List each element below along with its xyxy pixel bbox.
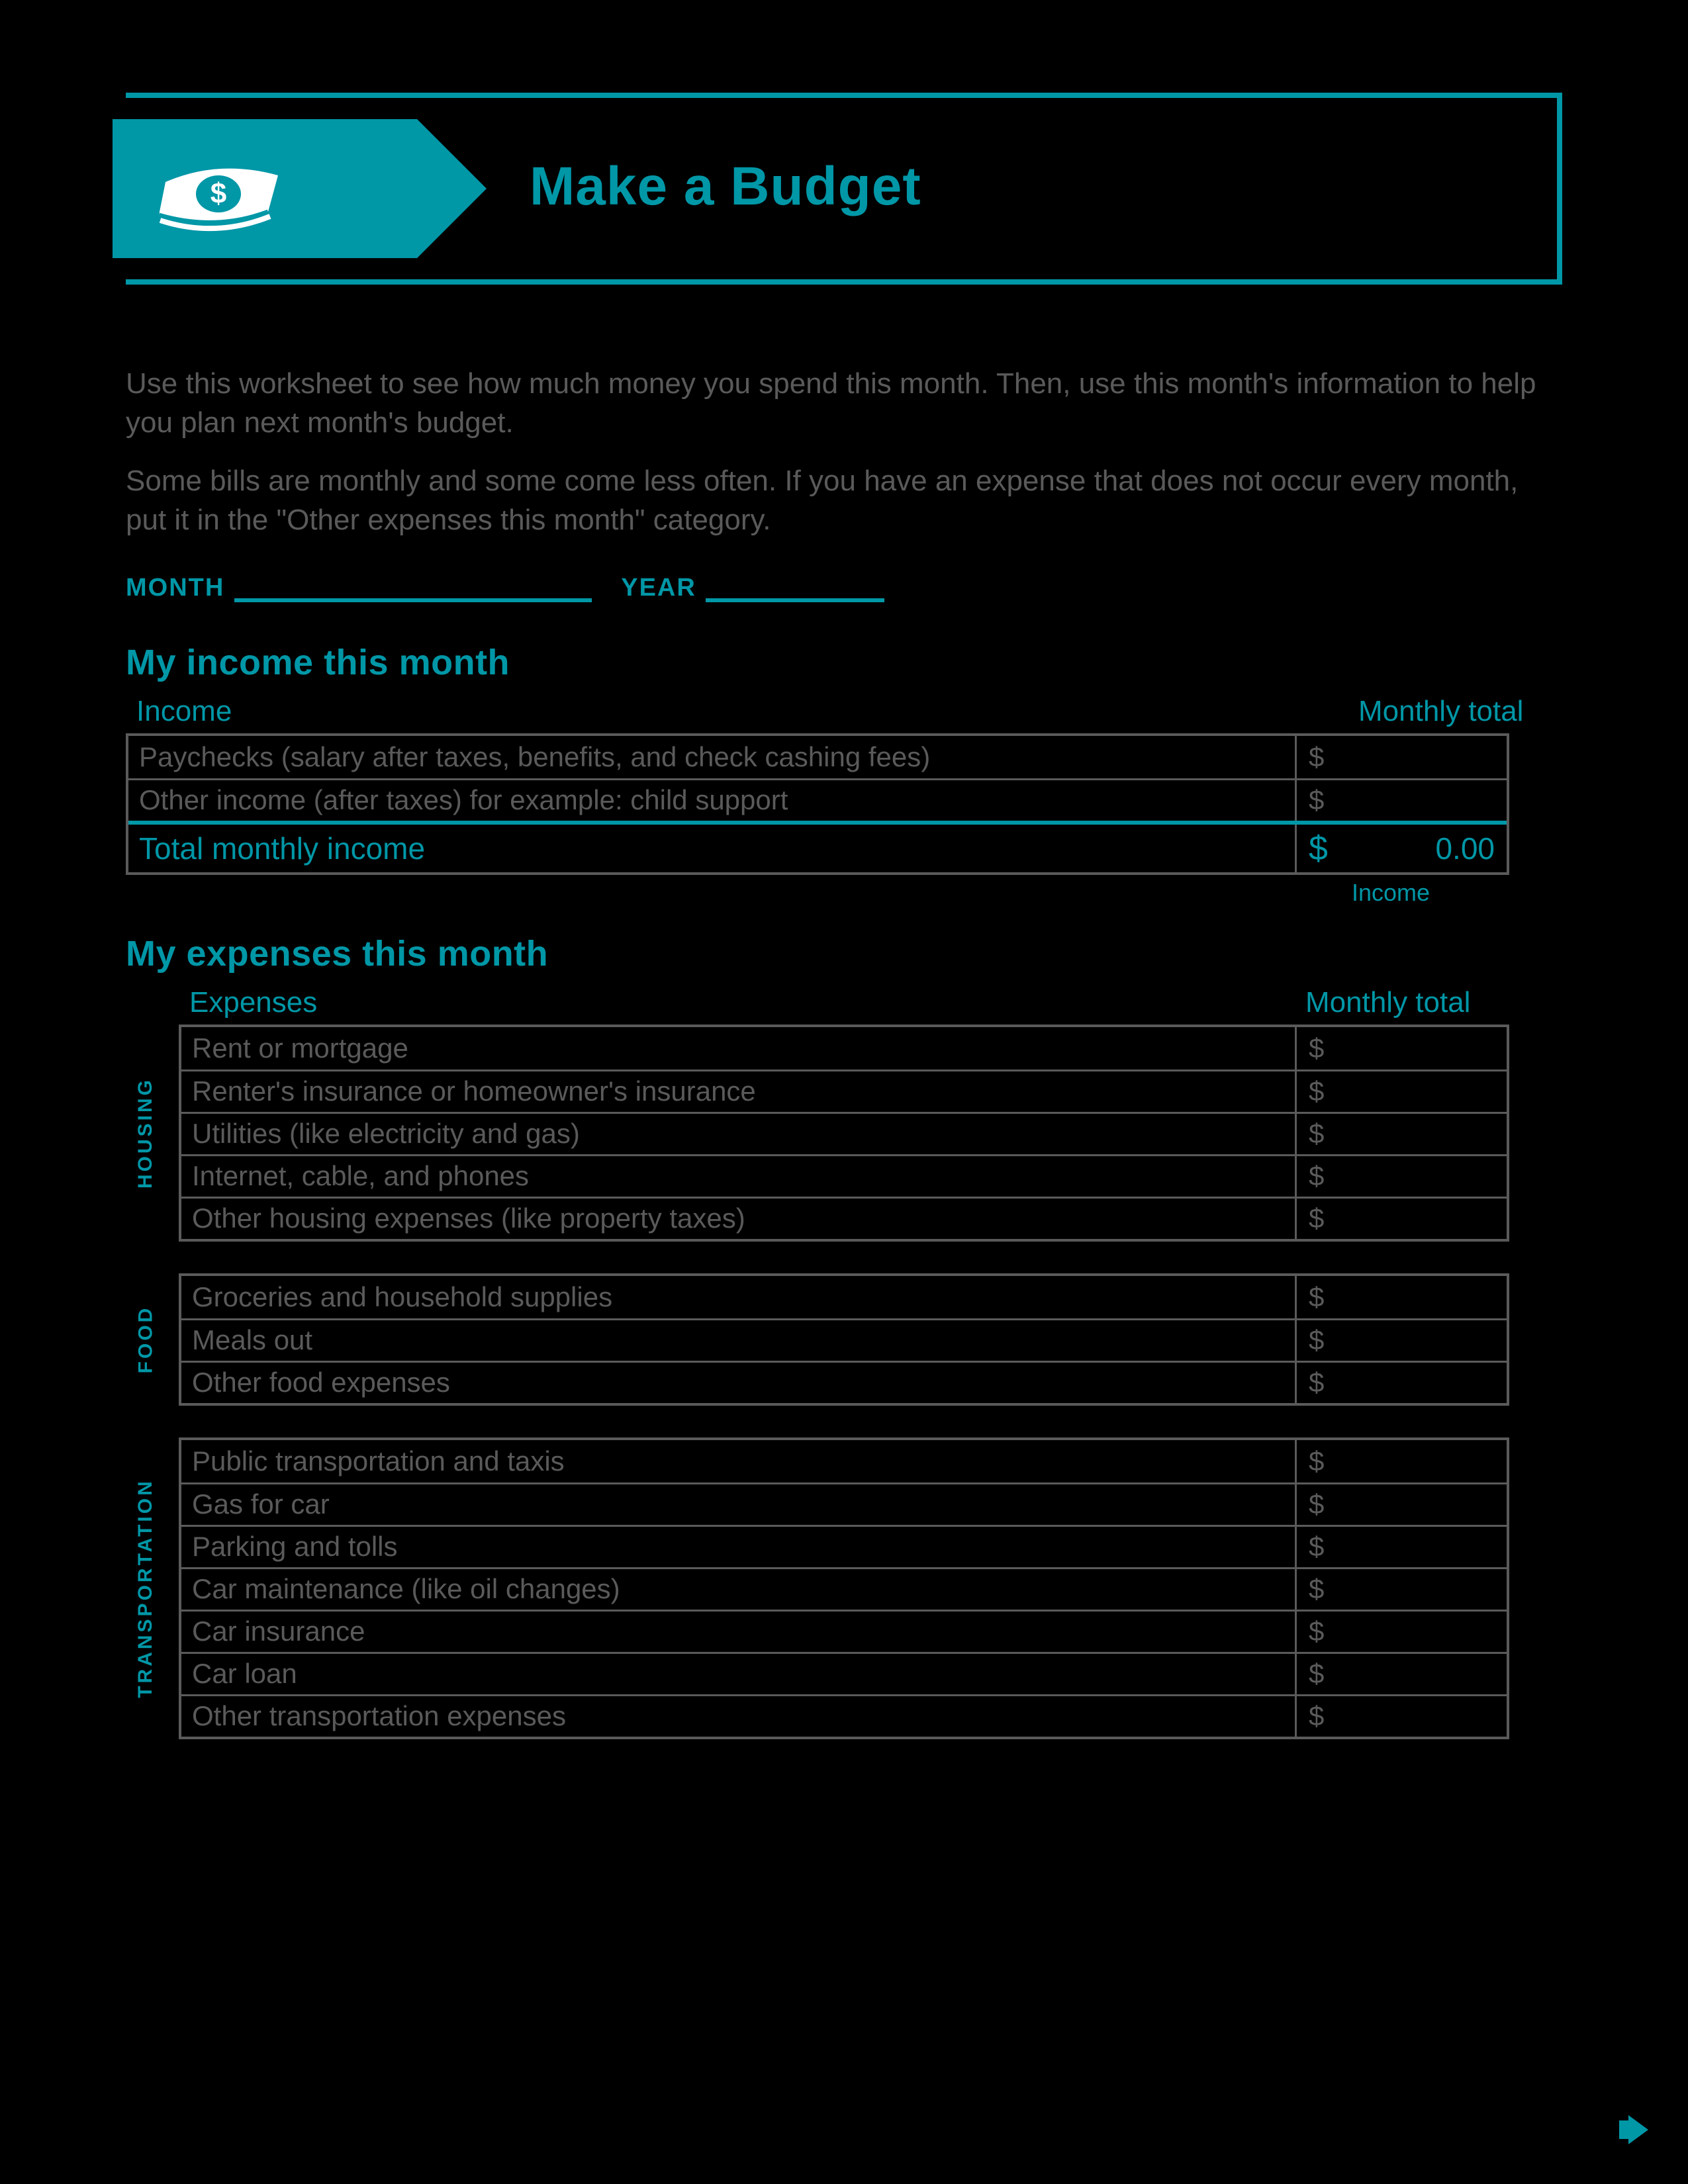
expense-table: Groceries and household supplies$Meals o… [179,1273,1509,1406]
table-row: Other housing expenses (like property ta… [181,1197,1507,1239]
row-amount[interactable]: $ [1295,1363,1507,1403]
expenses-col-right: Monthly total [1297,986,1509,1019]
month-label: MONTH [126,574,224,602]
expenses-col-left: Expenses [179,986,1297,1019]
expenses-column-headers: Expenses Monthly total [179,986,1509,1019]
table-row: Other transportation expenses$ [181,1694,1507,1737]
table-row: Car insurance$ [181,1610,1507,1652]
row-description: Other food expenses [181,1367,1295,1398]
table-row: Utilities (like electricity and gas)$ [181,1112,1507,1154]
expense-group-transportation: TRANSPORTATIONPublic transportation and … [179,1437,1509,1739]
row-amount[interactable]: $ [1295,1027,1507,1069]
row-description: Car insurance [181,1615,1295,1647]
category-label: FOOD [126,1273,165,1406]
page-title: Make a Budget [530,156,921,218]
table-row: Other food expenses$ [181,1361,1507,1403]
date-row: MONTH YEAR [126,573,1562,602]
row-amount[interactable]: $ [1295,1484,1507,1525]
expenses-heading: My expenses this month [126,933,1562,974]
next-page-arrow-icon [1628,2115,1648,2144]
row-amount[interactable]: $ [1295,1276,1507,1318]
row-amount[interactable]: $ [1295,1569,1507,1610]
expense-group-food: FOODGroceries and household supplies$Mea… [179,1273,1509,1406]
table-row: Car maintenance (like oil changes)$ [181,1567,1507,1610]
expense-table: Rent or mortgage$Renter's insurance or h… [179,1024,1509,1242]
table-row: Gas for car$ [181,1482,1507,1525]
row-description: Rent or mortgage [181,1032,1295,1064]
year-label: YEAR [621,574,696,602]
income-table: Paychecks (salary after taxes, benefits,… [126,733,1509,875]
income-col-right: Monthly total [1350,695,1562,728]
row-amount[interactable]: $ [1295,1071,1507,1112]
income-sublabel: Income [126,879,1509,907]
row-amount[interactable]: $ [1295,1320,1507,1361]
row-description: Renter's insurance or homeowner's insura… [181,1075,1295,1107]
row-amount[interactable]: $ [1295,1440,1507,1482]
header-banner-arrow: $ [113,119,417,258]
table-row: Internet, cable, and phones$ [181,1154,1507,1197]
table-row: Public transportation and taxis$ [181,1440,1507,1482]
money-icon: $ [152,156,291,238]
intro-paragraph-1: Use this worksheet to see how much money… [126,364,1562,443]
month-field[interactable] [234,573,592,602]
row-description: Internet, cable, and phones [181,1160,1295,1192]
row-description: Parking and tolls [181,1531,1295,1563]
intro-paragraph-2: Some bills are monthly and some come les… [126,461,1562,540]
table-row: Paychecks (salary after taxes, benefits,… [128,736,1507,778]
expense-table: Public transportation and taxis$Gas for … [179,1437,1509,1739]
table-row: Car loan$ [181,1652,1507,1694]
row-description: Gas for car [181,1488,1295,1520]
table-row: Parking and tolls$ [181,1525,1507,1567]
income-total-amount: $0.00 [1295,825,1507,872]
table-row: Meals out$ [181,1318,1507,1361]
table-row: Other income (after taxes) for example: … [128,778,1507,821]
row-amount[interactable]: $ [1295,1654,1507,1694]
expense-group-housing: HOUSINGRent or mortgage$Renter's insuran… [179,1024,1509,1242]
row-amount[interactable]: $ [1295,1156,1507,1197]
row-description: Car loan [181,1658,1295,1690]
row-description: Meals out [181,1324,1295,1356]
row-amount[interactable]: $ [1295,780,1507,821]
income-total-row: Total monthly income$0.00 [128,821,1507,872]
svg-text:$: $ [211,177,226,210]
income-heading: My income this month [126,642,1562,683]
row-amount[interactable]: $ [1295,1527,1507,1567]
row-description: Other housing expenses (like property ta… [181,1203,1295,1234]
expense-groups: HOUSINGRent or mortgage$Renter's insuran… [126,1024,1562,1739]
table-row: Groceries and household supplies$ [181,1276,1507,1318]
income-column-headers: Income Monthly total [126,695,1562,728]
row-amount[interactable]: $ [1295,1696,1507,1737]
row-amount[interactable]: $ [1295,1199,1507,1239]
content: Use this worksheet to see how much money… [126,364,1562,1771]
row-description: Public transportation and taxis [181,1445,1295,1477]
row-amount[interactable]: $ [1295,1612,1507,1652]
category-label: TRANSPORTATION [126,1437,165,1739]
category-label: HOUSING [126,1024,165,1242]
row-amount[interactable]: $ [1295,736,1507,778]
row-description: Other income (after taxes) for example: … [128,784,1295,816]
row-amount[interactable]: $ [1295,1114,1507,1154]
row-description: Car maintenance (like oil changes) [181,1573,1295,1605]
table-row: Renter's insurance or homeowner's insura… [181,1069,1507,1112]
table-row: Rent or mortgage$ [181,1027,1507,1069]
row-description: Utilities (like electricity and gas) [181,1118,1295,1150]
row-description: Groceries and household supplies [181,1281,1295,1313]
income-total-label: Total monthly income [128,831,1295,866]
row-description: Other transportation expenses [181,1700,1295,1732]
row-description: Paychecks (salary after taxes, benefits,… [128,741,1295,773]
income-col-left: Income [126,695,1350,728]
year-field[interactable] [706,573,884,602]
